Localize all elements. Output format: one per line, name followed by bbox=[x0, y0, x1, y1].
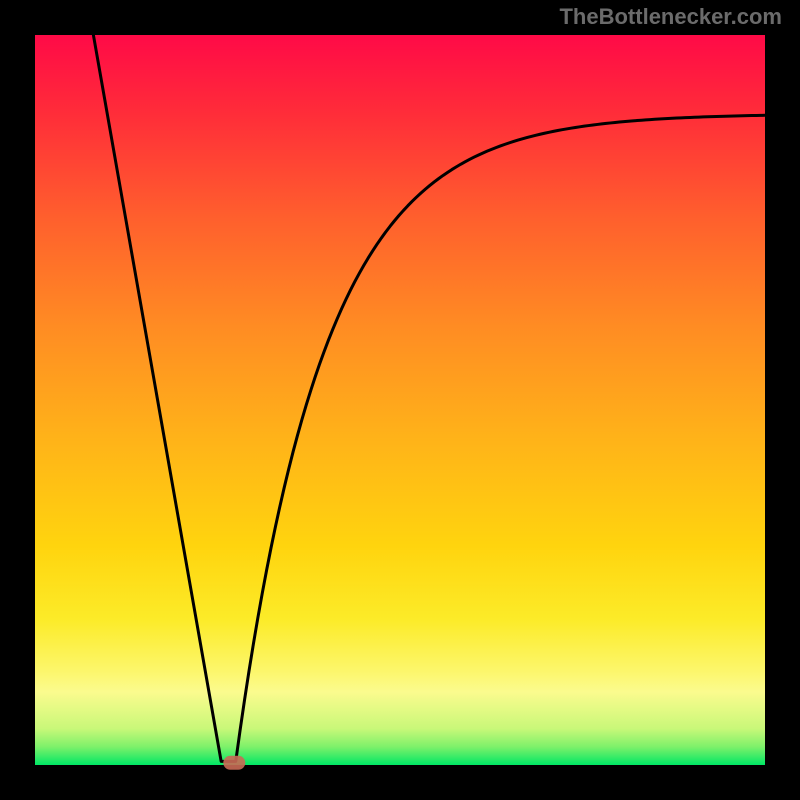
chart-container: TheBottlenecker.com bbox=[0, 0, 800, 800]
optimum-marker bbox=[223, 756, 245, 770]
chart-svg bbox=[0, 0, 800, 800]
source-label: TheBottlenecker.com bbox=[559, 4, 782, 30]
plot-background bbox=[35, 35, 765, 765]
